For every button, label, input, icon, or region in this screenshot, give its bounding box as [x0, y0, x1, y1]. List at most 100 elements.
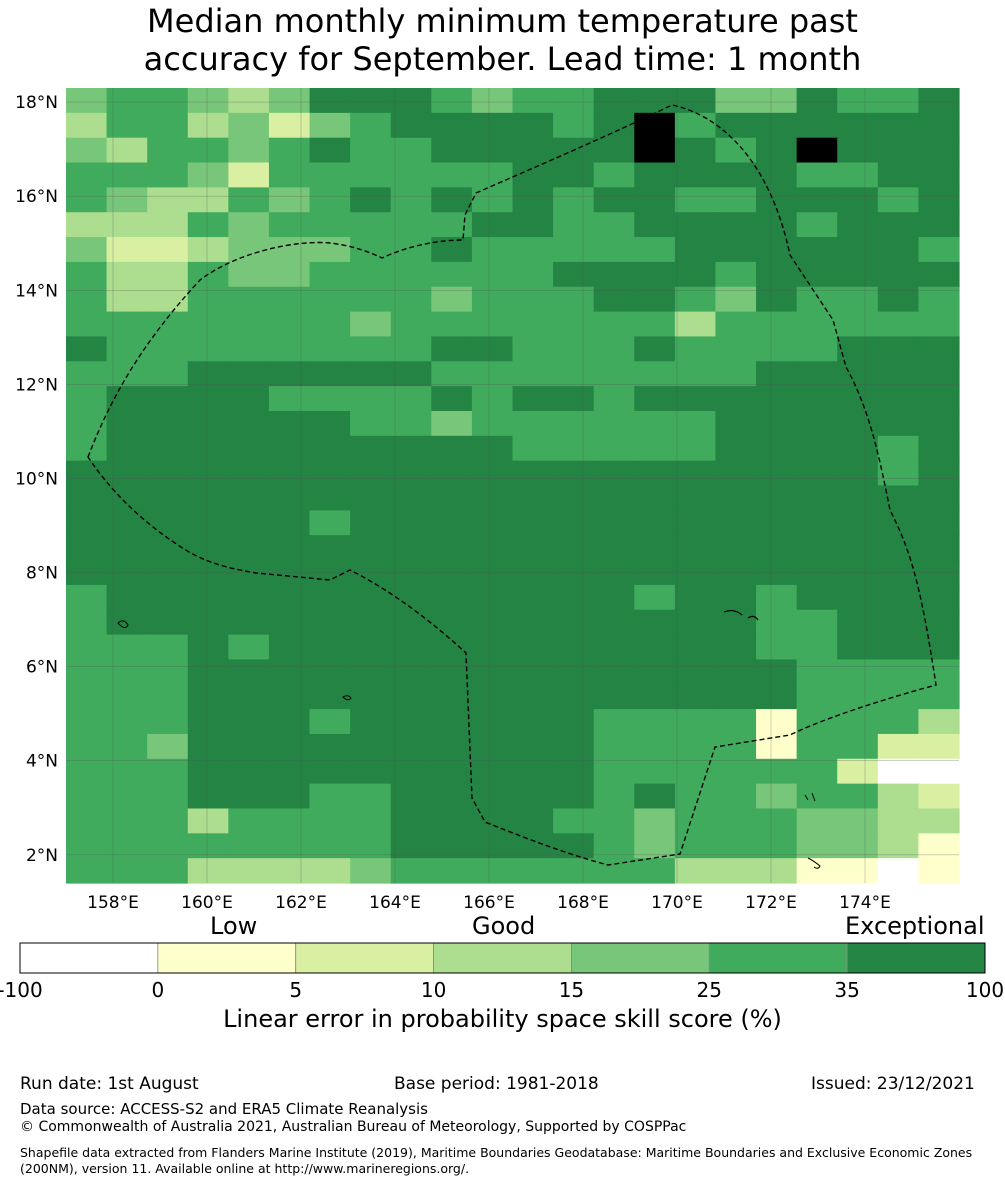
skill-cell [877, 684, 920, 710]
skill-cell [228, 311, 270, 338]
skill-cell [553, 286, 595, 313]
lat-tick-label: 18°N [15, 93, 58, 113]
skill-cell [350, 584, 392, 611]
skill-cell [796, 808, 838, 834]
lat-tick-label: 16°N [15, 187, 58, 207]
skill-cell [877, 112, 920, 139]
skill-cell [147, 783, 189, 810]
skill-cell [106, 88, 148, 114]
skill-cell [553, 659, 595, 685]
skill-cell [553, 237, 595, 263]
skill-cell [796, 609, 838, 636]
skill-cell [268, 261, 311, 288]
skill-cell [106, 510, 148, 536]
skill-cell [877, 659, 920, 685]
skill-cell [390, 684, 432, 710]
skill-cell [756, 435, 798, 462]
skill-cell [147, 410, 189, 437]
skill-cell [918, 286, 960, 313]
skill-cell [837, 634, 879, 660]
skill-cell [309, 560, 351, 586]
issued-date: Issued: 23/12/2021 [811, 1074, 975, 1094]
skill-cell [837, 560, 879, 586]
skill-cell [471, 858, 514, 884]
skill-cell [106, 237, 148, 263]
skill-cell [106, 858, 148, 884]
skill-cell [512, 137, 554, 164]
lat-tick-label: 12°N [15, 375, 58, 395]
skill-cell [593, 386, 635, 412]
colorbar-tick-label: 35 [834, 978, 859, 1002]
skill-cell [796, 460, 838, 487]
skill-cell [553, 162, 595, 188]
skill-cell [350, 485, 392, 511]
skill-cell [187, 336, 229, 362]
skill-cell [350, 783, 392, 810]
skill-cell [877, 435, 920, 462]
skill-cell [471, 510, 514, 536]
skill-cell [431, 535, 473, 561]
skill-cell [674, 410, 717, 437]
skill-cell [512, 261, 554, 288]
skill-cell [674, 584, 717, 611]
skill-cell [268, 808, 311, 834]
skill-cell [106, 286, 148, 313]
skill-cell [634, 187, 676, 213]
skill-cell [796, 684, 838, 710]
skill-cell [918, 560, 960, 586]
skill-cell [228, 833, 270, 859]
skill-cell [553, 88, 595, 114]
colorbar-bin [846, 942, 986, 974]
skill-cell [309, 684, 351, 710]
skill-cell [147, 858, 189, 884]
skill-cell [674, 261, 717, 288]
skill-cell [796, 485, 838, 511]
skill-cell [147, 684, 189, 710]
skill-cell [674, 659, 717, 685]
skill-cell [268, 535, 311, 561]
skill-cell [350, 460, 392, 487]
colorbar-bin [157, 942, 297, 974]
axis-labels: 158°E 160°E 162°E 164°E 166°E 168°E 170°E 172°E… [15, 93, 891, 910]
skill-cell [512, 460, 554, 487]
skill-cell [309, 634, 351, 660]
skill-cell [877, 187, 920, 213]
skill-cell [715, 684, 757, 710]
skill-cell [268, 510, 311, 536]
skill-cell [674, 361, 717, 387]
lat-tick-label: 6°N [26, 658, 58, 678]
skill-cell [796, 361, 838, 387]
skill-cell [187, 758, 229, 785]
skill-cell [837, 733, 879, 760]
skill-cell [553, 510, 595, 536]
skill-cell [756, 361, 798, 387]
legend-exceptional-label: Exceptional [845, 912, 985, 940]
skill-cell [309, 386, 351, 412]
skill-cell [431, 684, 473, 710]
skill-cell [350, 858, 392, 884]
skill-cell [634, 460, 676, 487]
skill-cell [431, 286, 473, 313]
skill-cell [877, 485, 920, 511]
lat-tick-label: 2°N [26, 846, 58, 866]
skill-cell [512, 783, 554, 810]
skill-cell [268, 410, 311, 437]
skill-cell [268, 584, 311, 611]
skill-cell [796, 112, 838, 139]
skill-cell [553, 609, 595, 636]
skill-cell [187, 535, 229, 561]
colorbar-tick-label: 10 [421, 978, 446, 1002]
skill-cell [309, 858, 351, 884]
skill-cell [837, 137, 879, 164]
skill-cell [553, 684, 595, 710]
skill-cell [553, 410, 595, 437]
lat-tick-label: 10°N [15, 469, 58, 489]
skill-cell [634, 311, 676, 338]
skill-cell [228, 386, 270, 412]
skill-cell [837, 833, 879, 859]
skill-cell [309, 485, 351, 511]
skill-cell [66, 460, 108, 487]
skill-cell [228, 336, 270, 362]
colorbar-tick-label: 0 [151, 978, 164, 1002]
skill-cell [228, 237, 270, 263]
